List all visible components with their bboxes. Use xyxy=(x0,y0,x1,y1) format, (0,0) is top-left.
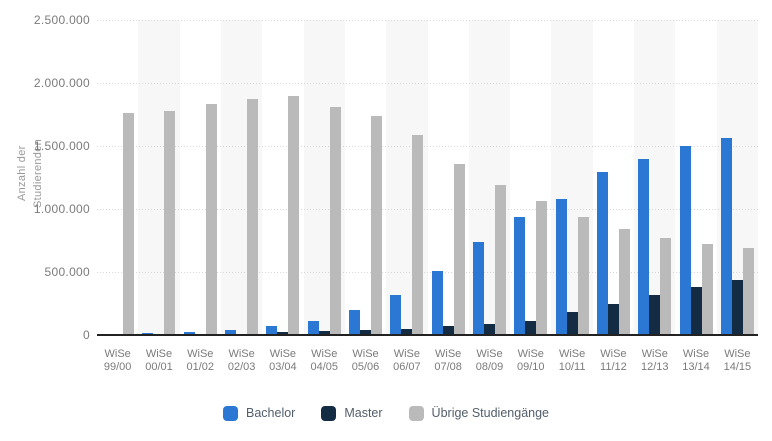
grid-line xyxy=(97,83,758,84)
bar-bachelor--05-06[interactable] xyxy=(349,309,361,335)
bar--brige-studieng-nge--00-01[interactable] xyxy=(164,110,176,335)
y-tick-label: 2.500.000 xyxy=(33,13,90,27)
bar-bachelor--02-03[interactable] xyxy=(225,329,237,335)
x-tick-label: WiSe 04/05 xyxy=(310,348,338,373)
bar-bachelor--01-02[interactable] xyxy=(183,331,195,335)
bar--brige-studieng-nge--02-03[interactable] xyxy=(247,99,259,335)
y-tick-label: 1.000.000 xyxy=(33,202,90,216)
bar-master--10-11[interactable] xyxy=(566,311,578,335)
bar-master--12-13[interactable] xyxy=(649,294,661,335)
bar-master--05-06[interactable] xyxy=(360,329,372,335)
bar-master--04-05[interactable] xyxy=(318,331,330,335)
y-tick-label: 500.000 xyxy=(44,265,90,279)
legend-swatch-uebrige xyxy=(408,405,424,421)
x-tick-label: WiSe 12/13 xyxy=(640,348,669,373)
bar-bachelor--14-15[interactable] xyxy=(720,138,732,335)
x-tick-label: WiSe 01/02 xyxy=(186,348,215,373)
x-tick-label: WiSe 09/10 xyxy=(517,348,545,373)
y-axis-title: Anzahl der Studierenden xyxy=(16,138,44,208)
grid-line xyxy=(97,146,758,147)
bar-bachelor--09-10[interactable] xyxy=(514,217,526,335)
bar-bachelor--11-12[interactable] xyxy=(596,172,608,335)
bar--brige-studieng-nge--07-08[interactable] xyxy=(453,163,465,335)
bar-master--07-08[interactable] xyxy=(442,326,454,335)
x-tick-label: WiSe 03/04 xyxy=(269,348,297,373)
legend-swatch-master xyxy=(321,405,337,421)
legend-label-bachelor: Bachelor xyxy=(246,406,296,420)
bar-bachelor--04-05[interactable] xyxy=(307,321,319,335)
bar-master--09-10[interactable] xyxy=(525,321,537,335)
bar--brige-studieng-nge--13-14[interactable] xyxy=(701,244,713,335)
grid-line xyxy=(97,272,758,273)
bar-master--13-14[interactable] xyxy=(690,287,702,335)
x-tick-label: WiSe 13/14 xyxy=(682,348,710,373)
x-tick-label: WiSe 05/06 xyxy=(351,348,380,373)
bar-master--03-04[interactable] xyxy=(277,332,289,335)
y-tick-label: 2.000.000 xyxy=(33,76,90,90)
x-tick-label: WiSe 00/01 xyxy=(145,348,173,373)
y-tick-label: 1.500.000 xyxy=(33,139,90,153)
bar--brige-studieng-nge--10-11[interactable] xyxy=(577,216,589,335)
x-tick-label: WiSe 06/07 xyxy=(393,348,421,373)
bar--brige-studieng-nge--04-05[interactable] xyxy=(329,106,341,335)
bar--brige-studieng-nge--03-04[interactable] xyxy=(288,95,300,335)
plot-area xyxy=(97,20,758,336)
bar-bachelor--03-04[interactable] xyxy=(266,325,278,335)
bar--brige-studieng-nge--05-06[interactable] xyxy=(371,115,383,335)
bar--brige-studieng-nge--14-15[interactable] xyxy=(742,248,754,335)
legend: Bachelor Master Übrige Studiengänge xyxy=(0,402,772,424)
x-tick-label: WiSe 14/15 xyxy=(723,348,752,373)
bar-bachelor--07-08[interactable] xyxy=(431,270,443,335)
bar-bachelor--06-07[interactable] xyxy=(390,294,402,335)
bar--brige-studieng-nge--09-10[interactable] xyxy=(536,201,548,335)
bar-master--11-12[interactable] xyxy=(607,303,619,335)
x-axis-line xyxy=(97,334,758,336)
legend-item-uebrige[interactable]: Übrige Studiengänge xyxy=(408,405,549,421)
grid-line xyxy=(97,209,758,210)
y-tick-label: 0 xyxy=(83,328,90,342)
bar--brige-studieng-nge--12-13[interactable] xyxy=(660,237,672,335)
bar--brige-studieng-nge--08-09[interactable] xyxy=(494,185,506,335)
x-tick-label: WiSe 99/00 xyxy=(103,348,132,373)
grid-line xyxy=(97,20,758,21)
legend-item-master[interactable]: Master xyxy=(321,405,383,421)
legend-swatch-bachelor xyxy=(223,405,238,421)
bar-master--06-07[interactable] xyxy=(401,328,413,335)
x-tick-label: WiSe 07/08 xyxy=(434,348,462,373)
bar-bachelor--08-09[interactable] xyxy=(472,241,484,335)
bar-master--08-09[interactable] xyxy=(483,323,495,335)
bar--brige-studieng-nge--01-02[interactable] xyxy=(205,104,217,335)
x-tick-label: WiSe 11/12 xyxy=(600,348,627,373)
bar--brige-studieng-nge--11-12[interactable] xyxy=(618,229,630,335)
x-tick-label: WiSe 08/09 xyxy=(475,348,504,373)
x-tick-label: WiSe 10/11 xyxy=(558,348,586,373)
bar-master--14-15[interactable] xyxy=(731,279,743,335)
bar--brige-studieng-nge--06-07[interactable] xyxy=(412,134,424,335)
bar--brige-studieng-nge--99-00[interactable] xyxy=(123,113,135,335)
legend-item-bachelor[interactable]: Bachelor xyxy=(223,405,296,421)
legend-label-uebrige: Übrige Studiengänge xyxy=(431,406,549,420)
bar-bachelor--13-14[interactable] xyxy=(679,146,691,335)
x-tick-label: WiSe 02/03 xyxy=(227,348,256,373)
bar-bachelor--12-13[interactable] xyxy=(638,158,650,335)
legend-label-master: Master xyxy=(344,406,383,420)
bar-bachelor--10-11[interactable] xyxy=(555,198,567,335)
